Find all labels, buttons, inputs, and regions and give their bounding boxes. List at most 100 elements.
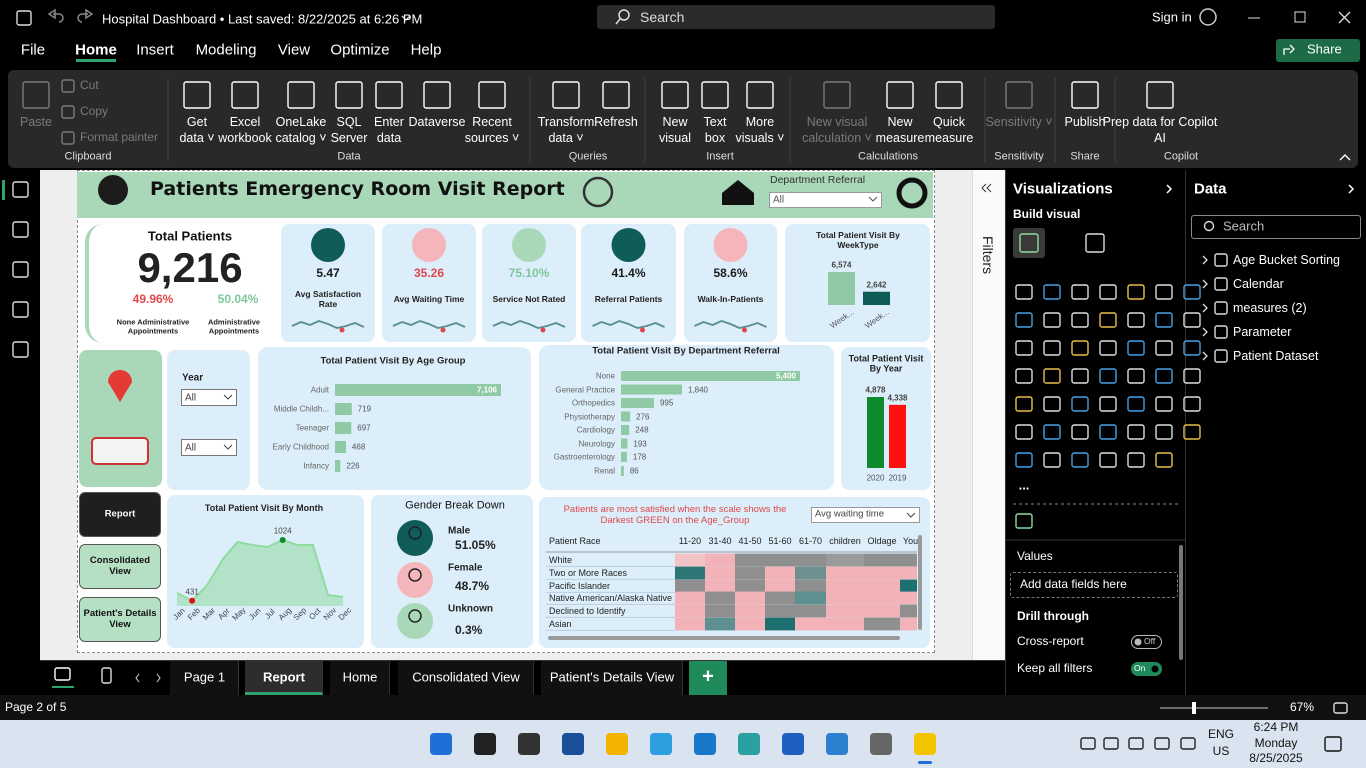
heatmap-cell bbox=[765, 591, 795, 605]
slicer-value[interactable]: All bbox=[185, 392, 197, 404]
ribbon-button[interactable]: Dataverse bbox=[408, 115, 466, 129]
toggle-off[interactable] bbox=[1131, 635, 1162, 649]
nav-button[interactable] bbox=[79, 544, 161, 589]
menu-tab[interactable]: View bbox=[277, 41, 311, 59]
data-search[interactable] bbox=[1191, 215, 1361, 239]
ribbon-button[interactable]: Quick measure bbox=[924, 115, 974, 145]
slicer-value[interactable]: All bbox=[773, 194, 785, 206]
nav-button-label[interactable]: Patient's Details View bbox=[83, 608, 157, 630]
toggle-knob bbox=[1151, 665, 1159, 673]
page-tab-label[interactable]: Page 1 bbox=[183, 669, 226, 685]
menu-tab[interactable]: Modeling bbox=[195, 41, 257, 59]
menu-tab[interactable]: Insert bbox=[136, 41, 174, 59]
menu-tab[interactable]: Home bbox=[75, 41, 117, 59]
gender-icon bbox=[397, 520, 433, 556]
tray-region: US bbox=[1212, 744, 1230, 759]
nav-button[interactable] bbox=[79, 492, 161, 537]
page-tab-label[interactable]: Home bbox=[342, 669, 378, 685]
slicer-dropdown[interactable] bbox=[181, 439, 237, 456]
ribbon-button[interactable]: OneLake catalog ˅ bbox=[275, 115, 327, 145]
ribbon-button[interactable]: Enter data bbox=[374, 115, 404, 145]
table-name[interactable]: measures (2) bbox=[1233, 300, 1307, 315]
nav-button-label[interactable]: Report bbox=[104, 508, 136, 520]
ribbon-button[interactable]: Refresh bbox=[594, 115, 638, 129]
page-tab[interactable] bbox=[245, 661, 323, 695]
chart-title: Total Patient Visit By Department Referr… bbox=[592, 345, 780, 357]
page-tab[interactable] bbox=[398, 661, 534, 695]
kpi-sub-value: 50.04% bbox=[217, 292, 259, 307]
nav-button[interactable] bbox=[79, 597, 161, 642]
pane-title: Data bbox=[1194, 180, 1227, 198]
heatmap-note: Patients are most satisfied when the sca… bbox=[563, 504, 787, 526]
ribbon-icon bbox=[287, 81, 315, 109]
add-page-label[interactable]: + bbox=[702, 665, 714, 688]
ribbon-button[interactable]: Get data ˅ bbox=[179, 115, 215, 145]
nav-button-label[interactable]: Consolidated View bbox=[89, 555, 151, 577]
ribbon-icon bbox=[423, 81, 451, 109]
toggle-label: Keep all filters bbox=[1017, 661, 1093, 676]
drop-zone[interactable] bbox=[1010, 572, 1178, 598]
ribbon-button[interactable]: More visuals ˅ bbox=[735, 115, 785, 145]
ribbon-button[interactable]: Transform data ˅ bbox=[537, 115, 595, 145]
table-name[interactable]: Patient Dataset bbox=[1233, 348, 1319, 363]
page-tab[interactable] bbox=[541, 661, 683, 695]
taskbar-app bbox=[694, 733, 716, 755]
more-visuals[interactable]: ... bbox=[1018, 477, 1030, 493]
measure-dropdown[interactable] bbox=[811, 507, 920, 523]
slicer-dropdown[interactable] bbox=[769, 192, 882, 208]
category-label: Neurology bbox=[578, 438, 615, 448]
ribbon-button[interactable]: Prep data for Copilot AI bbox=[1102, 115, 1218, 145]
ribbon-button[interactable]: Publish bbox=[1064, 115, 1106, 129]
column-header: 11-20 bbox=[678, 535, 702, 546]
menu-tab[interactable]: Optimize bbox=[330, 41, 390, 59]
slicer-value[interactable]: All bbox=[185, 442, 197, 454]
visual-type-icon bbox=[1015, 340, 1033, 356]
ribbon-button[interactable]: New visual bbox=[659, 115, 691, 145]
ribbon-button: Format painter bbox=[80, 130, 159, 145]
ribbon-button[interactable]: Text box bbox=[703, 115, 727, 145]
share-label[interactable]: Share bbox=[1307, 41, 1342, 57]
ribbon-button[interactable]: Recent sources ˅ bbox=[464, 115, 520, 145]
toggle-state[interactable]: Off bbox=[1144, 636, 1156, 647]
page-tab-label[interactable]: Patient's Details View bbox=[549, 669, 675, 685]
chart-title: Total Patient Visit By Age Group bbox=[320, 355, 466, 367]
heatmap-cell bbox=[705, 604, 735, 618]
menu-tab[interactable]: Help bbox=[410, 41, 442, 59]
search-placeholder[interactable]: Search bbox=[640, 8, 685, 25]
sign-in[interactable]: Sign in bbox=[1152, 9, 1192, 25]
heatmap-cell bbox=[705, 617, 735, 631]
toggle-on[interactable] bbox=[1131, 662, 1162, 676]
taskbar-app bbox=[518, 733, 540, 755]
heatmap-cell bbox=[675, 604, 705, 618]
ribbon-button[interactable]: Excel workbook bbox=[218, 115, 272, 145]
table-name[interactable]: Age Bucket Sorting bbox=[1233, 252, 1341, 267]
data-label: 4,338 bbox=[887, 393, 908, 403]
dropdown-value[interactable]: Avg waiting time bbox=[815, 508, 884, 520]
share-button[interactable] bbox=[1276, 39, 1360, 62]
ribbon-group-label: Share bbox=[1070, 150, 1100, 163]
page-tab-label[interactable]: Report bbox=[263, 669, 305, 685]
column-header: 51-60 bbox=[768, 535, 792, 546]
page-tab[interactable] bbox=[170, 661, 239, 695]
table-name[interactable]: Calendar bbox=[1233, 276, 1284, 291]
visual-type-icon bbox=[1183, 284, 1201, 300]
search-placeholder[interactable]: Search bbox=[1223, 218, 1265, 234]
search-box[interactable] bbox=[597, 5, 995, 29]
slicer-dropdown[interactable] bbox=[181, 389, 237, 406]
add-page[interactable] bbox=[689, 661, 727, 695]
table-name[interactable]: Parameter bbox=[1233, 324, 1292, 339]
toggle-state[interactable]: On bbox=[1134, 663, 1146, 674]
menu-tab[interactable]: File bbox=[20, 41, 46, 59]
data-label: 2,642 bbox=[866, 280, 887, 290]
page-tab-label[interactable]: Consolidated View bbox=[412, 669, 520, 685]
ribbon-button[interactable]: SQL Server bbox=[330, 115, 368, 145]
ribbon-button[interactable]: New measure bbox=[875, 115, 925, 145]
notification-icon bbox=[1324, 736, 1342, 752]
page-tab[interactable] bbox=[330, 661, 390, 695]
bar bbox=[828, 272, 855, 305]
24-7-icon bbox=[582, 176, 614, 208]
tray-icon bbox=[1180, 737, 1196, 750]
data-label: 7,106 bbox=[476, 385, 497, 395]
search-icon-handle bbox=[615, 18, 621, 25]
